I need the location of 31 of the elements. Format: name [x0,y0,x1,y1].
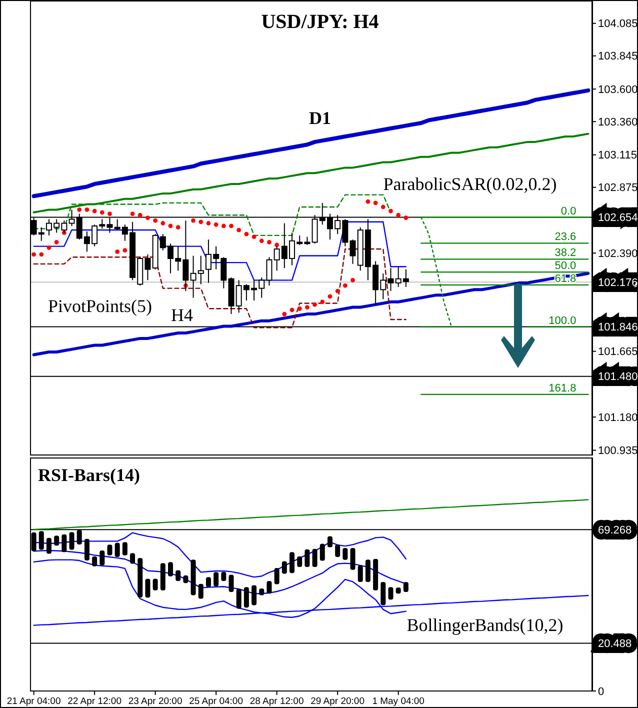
y-tick-label: 103.360 [598,116,638,128]
y-tick-label: 103.115 [598,150,637,162]
x-tick-label: 25 Apr 04:00 [189,696,244,707]
x-tick-label: 28 Apr 12:00 [250,696,304,707]
y-tick-label: 0 [598,686,604,698]
annotation: D1 [309,108,331,128]
y-tick-label: 103.600 [598,84,638,96]
series-label: 161.8 [548,382,576,394]
y-tick-label: 102.875 [598,182,638,194]
y-tick-label: 102.390 [598,248,638,260]
annotation: H4 [171,305,193,325]
y-tick-label: 104.085 [598,18,638,30]
annotation: ParabolicSAR(0.02,0.2) [383,174,557,194]
y-tick-label: 101.180 [598,412,638,424]
series-label: 50.0 [554,260,576,272]
series-label: 100.0 [548,314,576,327]
text: USD/JPY: H4 [261,11,379,33]
series-label: 38.2 [554,247,576,260]
x-tick-label: 29 Apr 20:00 [310,696,365,707]
y-tick-label: 100.935 [598,445,638,458]
series-label: 23.6 [554,231,576,244]
x-tick-label: 1 May 04:00 [372,696,424,707]
annotation: PivotPoints(5) [48,296,152,316]
y-tick-label: 101.665 [598,346,638,358]
x-tick-label: 23 Apr 20:00 [128,696,182,707]
y-tick-label: 103.845 [598,50,638,63]
x-tick-label: 22 Apr 12:00 [68,696,122,707]
series-label: 0.0 [560,205,576,218]
annotation: BollingerBands(10,2) [406,615,564,635]
chart-title: RSI-Bars(14) [38,465,140,485]
x-tick-label: 21 Apr 04:00 [6,696,61,707]
